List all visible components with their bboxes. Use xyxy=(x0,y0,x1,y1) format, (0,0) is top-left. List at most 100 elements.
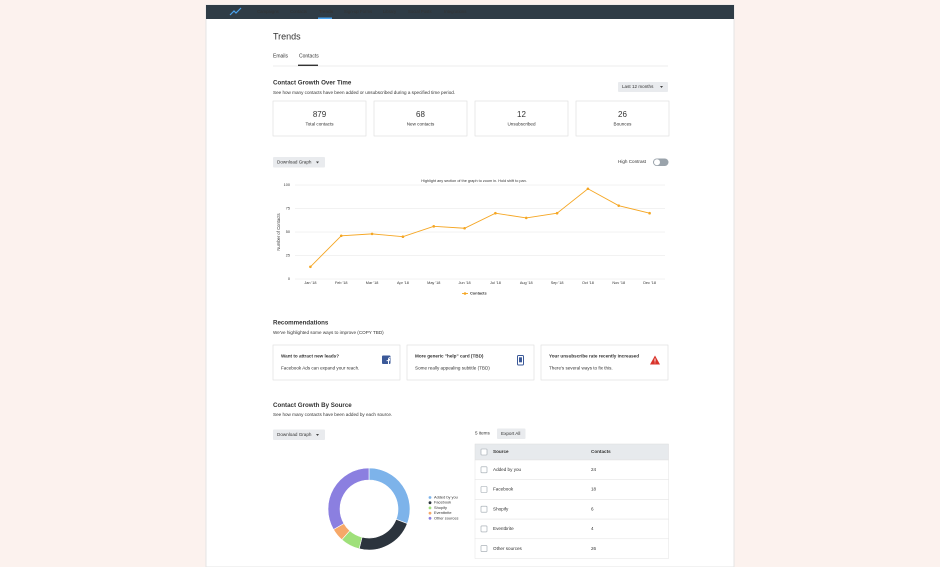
card-text: Some really appealing subtitle (TBD) xyxy=(415,366,490,371)
data-point xyxy=(432,225,436,228)
stat-card xyxy=(272,100,367,137)
dropdown-caret xyxy=(316,161,319,164)
source-count: 18 xyxy=(591,487,597,492)
y-tick-label: 50 xyxy=(286,230,290,234)
legend-marker xyxy=(428,501,432,505)
item-count: 5 items xyxy=(475,431,491,436)
nav-item[interactable]: Contacts xyxy=(290,9,307,14)
nav-item[interactable]: Social Posts xyxy=(408,9,432,14)
download-button[interactable] xyxy=(273,157,325,168)
stat-value: 12 xyxy=(517,110,526,119)
stat-card xyxy=(373,100,468,137)
export-label[interactable]: Export All xyxy=(501,431,520,436)
nav-item[interactable]: Sign-up Forms xyxy=(344,9,372,14)
chart-subtitle: Highlight any section of the graph to zo… xyxy=(421,179,527,183)
contrast-label: High Contrast xyxy=(618,159,647,164)
checkbox[interactable] xyxy=(480,466,488,474)
x-tick-label: Feb '18 xyxy=(335,281,348,285)
source-name: Added by you xyxy=(493,467,522,472)
range-dropdown[interactable] xyxy=(618,82,668,92)
data-point xyxy=(555,211,559,215)
x-tick-label: Aug '18 xyxy=(520,281,533,285)
source-count: 24 xyxy=(591,467,597,472)
column-header: Contacts xyxy=(591,449,611,454)
logo[interactable] xyxy=(229,7,242,16)
section-title: Recommendations xyxy=(273,320,329,327)
recommendation-card[interactable] xyxy=(406,344,535,381)
legend-marker xyxy=(428,511,432,515)
section-title: Contact Growth By Source xyxy=(273,402,352,409)
table-row xyxy=(474,538,669,559)
legend-marker xyxy=(428,506,432,510)
y-axis-title: Number of Contacts xyxy=(276,213,281,250)
data-point xyxy=(401,235,405,238)
tab[interactable]: Contacts xyxy=(299,53,319,59)
source-count: 4 xyxy=(591,526,594,531)
legend-label: Contacts xyxy=(470,291,487,296)
x-tick-label: Jul '18 xyxy=(490,281,501,285)
stat-card xyxy=(474,100,569,137)
legend-label: Added by you xyxy=(434,495,458,500)
source-name: Shopify xyxy=(493,506,509,511)
range-label[interactable]: Last 12 months xyxy=(622,84,654,89)
dropdown-caret xyxy=(316,434,319,436)
toggle-knob xyxy=(654,159,660,166)
x-tick-label: Apr '18 xyxy=(397,281,409,285)
export-button[interactable] xyxy=(497,428,526,440)
nav-item[interactable]: Library xyxy=(383,9,397,14)
section-subtitle: We've highlighted some ways to improve (… xyxy=(273,330,384,335)
legend-marker xyxy=(428,516,432,520)
source-count: 26 xyxy=(591,546,597,551)
nav-bar xyxy=(206,5,734,19)
source-name: Other sources xyxy=(493,546,523,551)
data-point xyxy=(648,211,651,215)
data-point xyxy=(370,232,374,236)
nav-item[interactable]: Campaigns xyxy=(257,9,279,14)
checkbox[interactable] xyxy=(480,525,488,533)
stat-label: Unsubscribed xyxy=(507,122,536,127)
legend-label: Facebook xyxy=(434,500,451,505)
nav-item[interactable]: Integrations xyxy=(444,9,466,14)
download-button[interactable] xyxy=(273,429,325,441)
legend-label: Eventbrite xyxy=(434,510,452,515)
download-label[interactable]: Download Graph xyxy=(277,432,312,437)
recommendation-card[interactable] xyxy=(540,344,669,381)
x-tick-label: Sep '18 xyxy=(551,281,564,285)
stat-value: 68 xyxy=(416,110,425,119)
tab[interactable]: Emails xyxy=(273,53,289,59)
data-point xyxy=(524,216,528,220)
data-point xyxy=(339,234,343,238)
checkbox[interactable] xyxy=(480,545,488,552)
data-point xyxy=(309,265,312,269)
source-name: Eventbrite xyxy=(493,526,514,531)
checkbox[interactable] xyxy=(480,448,488,456)
data-point xyxy=(586,187,590,191)
card-title: More generic "help" card (TBD) xyxy=(415,354,484,359)
y-tick-label: 0 xyxy=(288,277,290,281)
nav-active-indicator xyxy=(318,17,332,19)
card-text: Facebook Ads can expand your reach. xyxy=(281,366,359,371)
legend-label: Shopify xyxy=(434,505,447,510)
x-tick-label: Oct '18 xyxy=(582,281,594,285)
y-tick-label: 25 xyxy=(286,254,290,258)
x-tick-label: May '18 xyxy=(427,281,440,285)
download-label[interactable]: Download Graph xyxy=(277,160,312,165)
card-title: Your unsubscribe rate recently increased xyxy=(549,354,639,359)
section-subtitle: See how many contacts have been added by… xyxy=(273,412,392,417)
nav-item[interactable]: Trends xyxy=(319,9,334,14)
source-count: 6 xyxy=(591,506,594,511)
section-subtitle: See how many contacts have been added or… xyxy=(273,90,455,95)
checkbox[interactable] xyxy=(480,505,488,513)
legend-marker xyxy=(428,496,432,499)
recommendation-card[interactable] xyxy=(272,344,401,381)
card-title: Want to attract new leads? xyxy=(281,354,339,359)
dropdown-caret xyxy=(660,86,663,88)
x-tick-label: Mar '18 xyxy=(366,281,379,285)
data-point xyxy=(463,226,466,230)
facebook-glyph xyxy=(386,357,391,364)
stat-label: Total contacts xyxy=(305,122,334,127)
data-point xyxy=(494,211,497,215)
checkbox[interactable] xyxy=(480,486,488,493)
stat-label: New contacts xyxy=(407,122,435,127)
